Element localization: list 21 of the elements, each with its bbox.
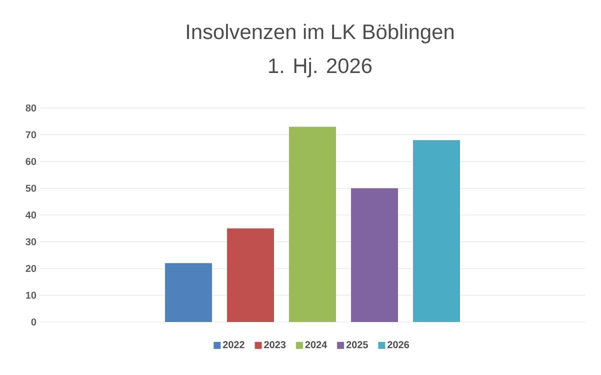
chart-title: Insolvenzen im LK Böblingen: [187, 24, 454, 44]
y-tick-label: 20: [26, 264, 36, 272]
legend-label: 2023: [264, 341, 286, 348]
y-tick-label: 10: [26, 292, 36, 299]
bar: [289, 126, 336, 322]
bar: [227, 228, 274, 322]
bar: [413, 140, 460, 322]
y-tick-label: 40: [26, 211, 36, 219]
y-tick-label: 80: [26, 104, 36, 112]
bar: [165, 263, 212, 322]
y-tick-label: 0: [31, 318, 36, 326]
y-tick-label: 70: [26, 131, 36, 138]
y-tick-label: 60: [26, 158, 36, 166]
bar: [351, 188, 398, 322]
y-tick-label: 30: [26, 238, 36, 246]
legend-label: 2026: [388, 341, 410, 348]
legend-label: 2022: [222, 341, 244, 348]
legend-label: 2025: [346, 341, 368, 348]
chart-subtitle: 1. Hj. 2026: [269, 58, 372, 78]
y-tick-label: 50: [26, 184, 36, 192]
legend-label: 2024: [305, 341, 328, 348]
